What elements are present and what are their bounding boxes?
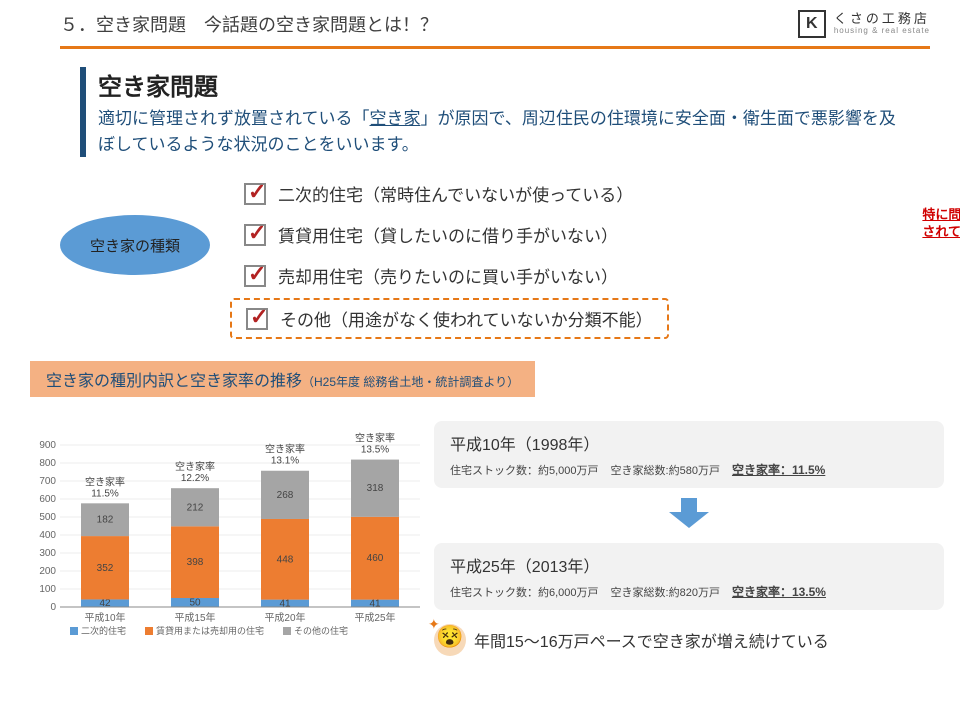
svg-text:800: 800 bbox=[39, 458, 56, 469]
header: ５．空き家問題 今話題の空き家問題とは！？ K くさの工務店 housing &… bbox=[0, 0, 960, 38]
svg-text:900: 900 bbox=[39, 440, 56, 451]
banner-sub: （H25年度 総務省土地・統計調査より） bbox=[302, 375, 519, 389]
svg-text:11.5%: 11.5% bbox=[91, 488, 119, 499]
svg-text:460: 460 bbox=[367, 553, 384, 564]
check-item: 売却用住宅（売りたいのに買い手がいない） bbox=[230, 257, 669, 294]
total-value: 空き家総数:約820万戸 bbox=[611, 584, 720, 600]
svg-text:空き家率: 空き家率 bbox=[265, 443, 305, 456]
check-item-highlighted: その他（用途がなく使われていないか分類不能） bbox=[230, 298, 669, 339]
svg-text:13.1%: 13.1% bbox=[271, 456, 299, 467]
svg-text:398: 398 bbox=[187, 557, 204, 568]
svg-text:12.2%: 12.2% bbox=[181, 473, 209, 484]
check-label: 賃貸用住宅（貸したいのに借り手がいない） bbox=[278, 222, 618, 247]
year-title: 平成10年（1998年） bbox=[450, 431, 928, 455]
vacancy-chart: 0 100 200 300 400 500 600 700 800 900 42 352 182 空き家率… bbox=[26, 411, 426, 641]
check-label: 売却用住宅（売りたいのに買い手がいない） bbox=[278, 263, 618, 288]
final-note-text: 年間15～16万戸ペースで空き家が増え続けている bbox=[474, 628, 829, 652]
svg-text:212: 212 bbox=[187, 502, 204, 513]
svg-text:400: 400 bbox=[39, 530, 56, 541]
akiya-link[interactable]: 空き家 bbox=[370, 109, 421, 128]
shocked-face-icon bbox=[434, 624, 466, 656]
svg-text:300: 300 bbox=[39, 548, 56, 559]
svg-text:0: 0 bbox=[50, 602, 56, 613]
check-item: 二次的住宅（常時住んでいないが使っている） bbox=[230, 175, 669, 212]
svg-text:41: 41 bbox=[369, 598, 381, 609]
svg-text:空き家率: 空き家率 bbox=[175, 460, 215, 473]
section-heading: 空き家問題 bbox=[98, 67, 910, 102]
body-pre: 適切に管理されず放置されている「 bbox=[98, 109, 370, 128]
final-note: ✦ 年間15～16万戸ペースで空き家が増え続けている bbox=[434, 624, 944, 656]
check-label: 二次的住宅（常時住んでいないが使っている） bbox=[278, 181, 633, 206]
svg-text:182: 182 bbox=[97, 515, 114, 526]
year-title: 平成25年（2013年） bbox=[450, 553, 928, 577]
svg-text:352: 352 bbox=[97, 563, 114, 574]
checkbox-icon bbox=[244, 224, 266, 246]
svg-text:空き家率: 空き家率 bbox=[85, 475, 125, 488]
lower-section: 0 100 200 300 400 500 600 700 800 900 42 352 182 空き家率… bbox=[26, 411, 944, 656]
svg-text:二次的住宅: 二次的住宅 bbox=[81, 625, 126, 636]
svg-text:平成25年: 平成25年 bbox=[354, 611, 395, 624]
svg-text:平成20年: 平成20年 bbox=[264, 611, 305, 624]
types-checklist: 二次的住宅（常時住んでいないが使っている） 賃貸用住宅（貸したいのに借り手がいな… bbox=[230, 175, 669, 343]
company-logo: K くさの工務店 housing & real estate bbox=[798, 10, 930, 38]
svg-text:空き家率: 空き家率 bbox=[355, 432, 395, 445]
svg-text:42: 42 bbox=[99, 598, 111, 609]
types-row: 空き家の種類 二次的住宅（常時住んでいないが使っている） 賃貸用住宅（貸したいの… bbox=[60, 175, 960, 343]
check-label: その他（用途がなく使われていないか分類不能） bbox=[280, 306, 653, 331]
svg-text:700: 700 bbox=[39, 476, 56, 487]
svg-text:500: 500 bbox=[39, 512, 56, 523]
logo-tagline: housing & real estate bbox=[834, 27, 930, 36]
rate-value: 空き家率：11.5% bbox=[732, 461, 825, 478]
svg-text:その他の住宅: その他の住宅 bbox=[294, 625, 348, 636]
checkbox-icon bbox=[246, 308, 268, 330]
rate-value: 空き家率：13.5% bbox=[732, 583, 826, 600]
checkbox-icon bbox=[244, 183, 266, 205]
svg-text:268: 268 bbox=[277, 490, 294, 501]
check-item: 賃貸用住宅（貸したいのに借り手がいない） bbox=[230, 216, 669, 253]
arrow-down-icon bbox=[669, 498, 709, 533]
stock-value: 住宅ストック数：約6,000万戸 bbox=[450, 584, 599, 600]
section-intro: 空き家問題 適切に管理されず放置されている「空き家」が原因で、周辺住民の住環境に… bbox=[80, 67, 910, 157]
chart-banner: 空き家の種別内訳と空き家率の推移（H25年度 総務省土地・統計調査より） bbox=[30, 361, 535, 397]
year-box-2013: 平成25年（2013年） 住宅ストック数：約6,000万戸 空き家総数:約820… bbox=[434, 543, 944, 610]
svg-text:600: 600 bbox=[39, 494, 56, 505]
svg-text:318: 318 bbox=[367, 483, 384, 494]
callout-problem: 特に問題視されている！ bbox=[922, 207, 960, 241]
section-body: 適切に管理されず放置されている「空き家」が原因で、周辺住民の住環境に安全面・衛生… bbox=[98, 106, 910, 157]
svg-text:平成10年: 平成10年 bbox=[84, 611, 125, 624]
page-title: ５．空き家問題 今話題の空き家問題とは！？ bbox=[60, 11, 438, 37]
types-ellipse-label: 空き家の種類 bbox=[60, 215, 210, 275]
year-box-1998: 平成10年（1998年） 住宅ストック数：約5,000万戸 空き家総数:約580… bbox=[434, 421, 944, 488]
logo-mark-icon: K bbox=[798, 10, 826, 38]
svg-text:41: 41 bbox=[279, 598, 291, 609]
svg-text:賃貸用または売却用の住宅: 賃貸用または売却用の住宅 bbox=[156, 625, 264, 636]
logo-company-name: くさの工務店 bbox=[834, 12, 930, 26]
svg-text:448: 448 bbox=[277, 554, 294, 565]
svg-text:200: 200 bbox=[39, 566, 56, 577]
stock-value: 住宅ストック数：約5,000万戸 bbox=[450, 462, 599, 478]
total-value: 空き家総数:約580万戸 bbox=[611, 462, 720, 478]
banner-main: 空き家の種別内訳と空き家率の推移 bbox=[46, 373, 302, 390]
checkbox-icon bbox=[244, 265, 266, 287]
svg-text:13.5%: 13.5% bbox=[361, 445, 389, 456]
svg-text:平成15年: 平成15年 bbox=[174, 611, 215, 624]
divider-rule bbox=[60, 46, 930, 49]
year-comparison: 平成10年（1998年） 住宅ストック数：約5,000万戸 空き家総数:約580… bbox=[434, 411, 944, 656]
svg-text:100: 100 bbox=[39, 584, 56, 595]
